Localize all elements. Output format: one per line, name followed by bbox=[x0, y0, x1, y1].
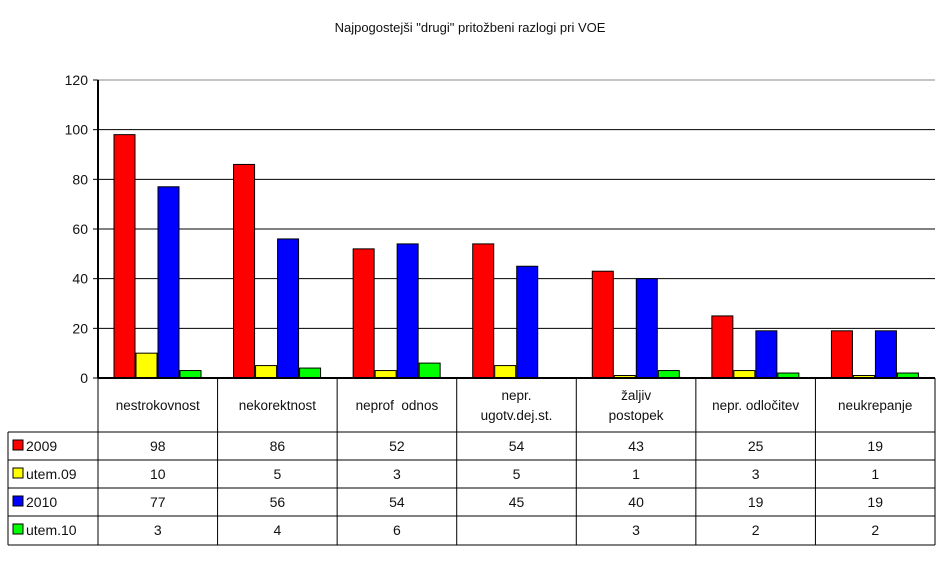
bar-utem.10 bbox=[179, 370, 202, 379]
legend-swatch-2010 bbox=[12, 495, 24, 507]
legend-label: utem.10 bbox=[26, 522, 77, 538]
table-cell-value: 19 bbox=[867, 494, 883, 510]
bar-2010 bbox=[516, 265, 539, 379]
bar-2009 bbox=[711, 315, 734, 379]
bar-utem.10 bbox=[418, 362, 441, 379]
legend-swatch-2009 bbox=[12, 439, 24, 451]
table-cell-value: 10 bbox=[150, 466, 166, 482]
bar-2009 bbox=[591, 270, 614, 379]
legend-label: 2010 bbox=[26, 494, 57, 510]
category-label: postopek bbox=[609, 408, 664, 423]
bar-2010 bbox=[157, 186, 180, 379]
y-tick-label: 120 bbox=[65, 72, 89, 88]
bar-2009 bbox=[472, 243, 495, 379]
category-label: nepr. bbox=[501, 388, 531, 403]
y-tick-label: 60 bbox=[72, 221, 88, 237]
table-cell-value: 98 bbox=[150, 438, 166, 454]
y-tick-label: 0 bbox=[80, 370, 88, 386]
bar-2009 bbox=[352, 248, 375, 379]
y-tick-label: 20 bbox=[72, 320, 88, 336]
table-cell-value: 54 bbox=[509, 438, 525, 454]
category-label: nestrokovnost bbox=[116, 398, 200, 413]
bar-utem.09 bbox=[255, 365, 278, 379]
y-tick-label: 40 bbox=[72, 271, 88, 287]
bar-utem.09 bbox=[135, 352, 158, 379]
legend-swatch-utem.10 bbox=[12, 523, 24, 535]
table-cell-value: 54 bbox=[389, 494, 405, 510]
y-tick-label: 100 bbox=[65, 122, 89, 138]
bar-2010 bbox=[396, 243, 419, 379]
category-label: nekorektnost bbox=[239, 398, 317, 413]
table-cell-value: 3 bbox=[154, 522, 162, 538]
legend-label: 2009 bbox=[26, 438, 57, 454]
bar-2009 bbox=[113, 134, 136, 379]
table-cell-value: 19 bbox=[867, 438, 883, 454]
table-cell-value: 5 bbox=[273, 466, 281, 482]
category-label: neukrepanje bbox=[838, 398, 912, 413]
table-cell-value: 2 bbox=[871, 522, 879, 538]
table-cell-value: 6 bbox=[393, 522, 401, 538]
table-cell-value: 3 bbox=[393, 466, 401, 482]
bar-utem.10 bbox=[657, 370, 680, 379]
table-cell-value: 40 bbox=[628, 494, 644, 510]
bar-2010 bbox=[874, 330, 897, 379]
bar-2010 bbox=[277, 238, 300, 379]
table-cell-value: 1 bbox=[632, 466, 640, 482]
y-tick-label: 80 bbox=[72, 171, 88, 187]
legend-swatch-utem.09 bbox=[12, 467, 24, 479]
bar-utem.10 bbox=[299, 367, 322, 379]
bar-utem.09 bbox=[733, 370, 756, 379]
table-cell-value: 5 bbox=[513, 466, 521, 482]
table-cell-value: 3 bbox=[632, 522, 640, 538]
table-cell-value: 86 bbox=[270, 438, 286, 454]
bar-2009 bbox=[830, 330, 853, 379]
category-label: nepr. odločitev bbox=[712, 398, 799, 413]
table-cell-value: 45 bbox=[509, 494, 525, 510]
table-cell-value: 25 bbox=[748, 438, 764, 454]
table-cell-value: 2 bbox=[752, 522, 760, 538]
legend-label: utem.09 bbox=[26, 466, 77, 482]
table-cell-value: 1 bbox=[871, 466, 879, 482]
table-cell-value: 19 bbox=[748, 494, 764, 510]
category-label: žaljiv bbox=[621, 388, 651, 403]
chart-title: Najpogostejši "drugi" pritožbeni razlogi… bbox=[334, 20, 606, 35]
table-cell-value: 56 bbox=[270, 494, 286, 510]
bar-utem.09 bbox=[494, 365, 517, 379]
bar-2010 bbox=[635, 278, 658, 379]
bar-2010 bbox=[755, 330, 778, 379]
table-cell-value: 3 bbox=[752, 466, 760, 482]
bar-utem.09 bbox=[374, 370, 397, 379]
category-label: neprof odnos bbox=[356, 398, 439, 413]
bar-2009 bbox=[233, 163, 256, 379]
table-cell-value: 52 bbox=[389, 438, 405, 454]
category-label: ugotv.dej.st. bbox=[481, 408, 553, 423]
table-cell-value: 77 bbox=[150, 494, 166, 510]
table-cell-value: 4 bbox=[273, 522, 281, 538]
table-cell-value: 43 bbox=[628, 438, 644, 454]
